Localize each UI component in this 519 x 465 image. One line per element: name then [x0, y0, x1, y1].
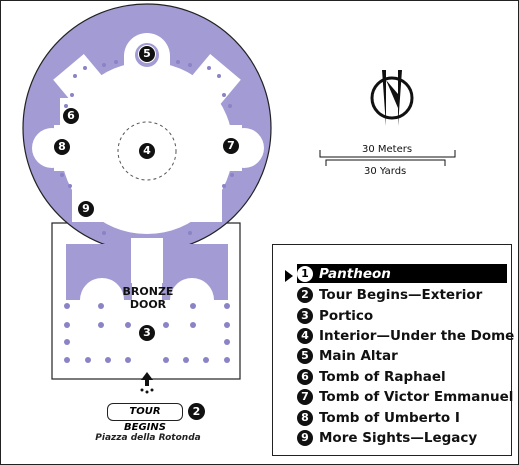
tour-begins-number[interactable]: 2 — [188, 403, 205, 420]
map-marker-4[interactable]: 4 — [138, 142, 156, 160]
legend-label: Interior—Under the Dome — [319, 327, 515, 344]
niche-upper-left — [53, 54, 111, 112]
scale-meters-label: 30 Meters — [362, 144, 413, 155]
legend-item-7[interactable]: 7 Tomb of Victor Emmanuel II — [297, 387, 519, 406]
legend-item-9[interactable]: 9 More Sights—Legacy — [297, 428, 477, 447]
entrance-passage — [131, 238, 163, 283]
interior-columns — [60, 60, 234, 235]
legend-label: Pantheon — [319, 265, 391, 282]
piazza-label: Piazza della Rotonda — [95, 433, 201, 443]
pronaos-block — [66, 244, 228, 300]
legend-label: Portico — [319, 307, 374, 324]
legend-label: Tomb of Raphael — [319, 368, 446, 385]
legend-label: More Sights—Legacy — [319, 429, 478, 446]
legend-item-3[interactable]: 3 Portico — [297, 306, 373, 325]
door-line-2: DOOR — [129, 298, 167, 311]
legend-num: 9 — [297, 429, 313, 446]
scale-yards-label: 30 Yards — [364, 166, 407, 177]
legend-num: 4 — [297, 327, 313, 344]
legend-panel: 1 Pantheon 2 Tour Begins—Exterior 3 Port… — [272, 244, 519, 456]
map-marker-7[interactable]: 7 — [222, 137, 240, 155]
legend-num: 6 — [297, 368, 313, 385]
legend-num: 8 — [297, 409, 313, 426]
legend-item-6[interactable]: 6 Tomb of Raphael — [297, 367, 446, 386]
oculus — [117, 121, 177, 181]
map-marker-5[interactable]: 5 — [138, 45, 156, 63]
legend-label: Tomb of Umberto I — [319, 409, 460, 426]
yards-scale — [325, 159, 446, 166]
legend-num: 1 — [297, 265, 313, 282]
bronze-door-label: BRONZE DOOR — [118, 285, 178, 311]
legend-item-5[interactable]: 5 Main Altar — [297, 346, 398, 365]
map-marker-9[interactable]: 9 — [77, 200, 95, 218]
legend-label: Main Altar — [319, 347, 398, 364]
legend-item-1[interactable]: 1 Pantheon — [297, 264, 507, 283]
legend-item-2[interactable]: 2 Tour Begins—Exterior — [297, 285, 482, 304]
map-marker-8[interactable]: 8 — [53, 138, 71, 156]
niche-lower-right — [174, 190, 222, 222]
legend-num: 5 — [297, 347, 313, 364]
tour-begins-label[interactable]: TOUR BEGINS — [107, 403, 183, 433]
tour-begins-arrow — [140, 372, 154, 394]
map-marker-3[interactable]: 3 — [138, 324, 156, 342]
niche-upper-right — [183, 54, 241, 112]
active-pointer-icon — [285, 270, 293, 282]
legend-item-8[interactable]: 8 Tomb of Umberto I — [297, 408, 460, 427]
legend-label: Tomb of Victor Emmanuel II — [319, 388, 519, 405]
legend-num: 7 — [297, 388, 313, 405]
portico-columns — [64, 303, 230, 363]
legend-item-4[interactable]: 4 Interior—Under the Dome — [297, 326, 514, 345]
door-line-1: BRONZE — [122, 285, 174, 298]
map-marker-6[interactable]: 6 — [62, 107, 80, 125]
meters-scale — [319, 150, 456, 158]
north-arrow-icon — [370, 70, 414, 126]
legend-num: 2 — [297, 286, 313, 303]
legend-num: 3 — [297, 307, 313, 324]
legend-label: Tour Begins—Exterior — [319, 286, 483, 303]
